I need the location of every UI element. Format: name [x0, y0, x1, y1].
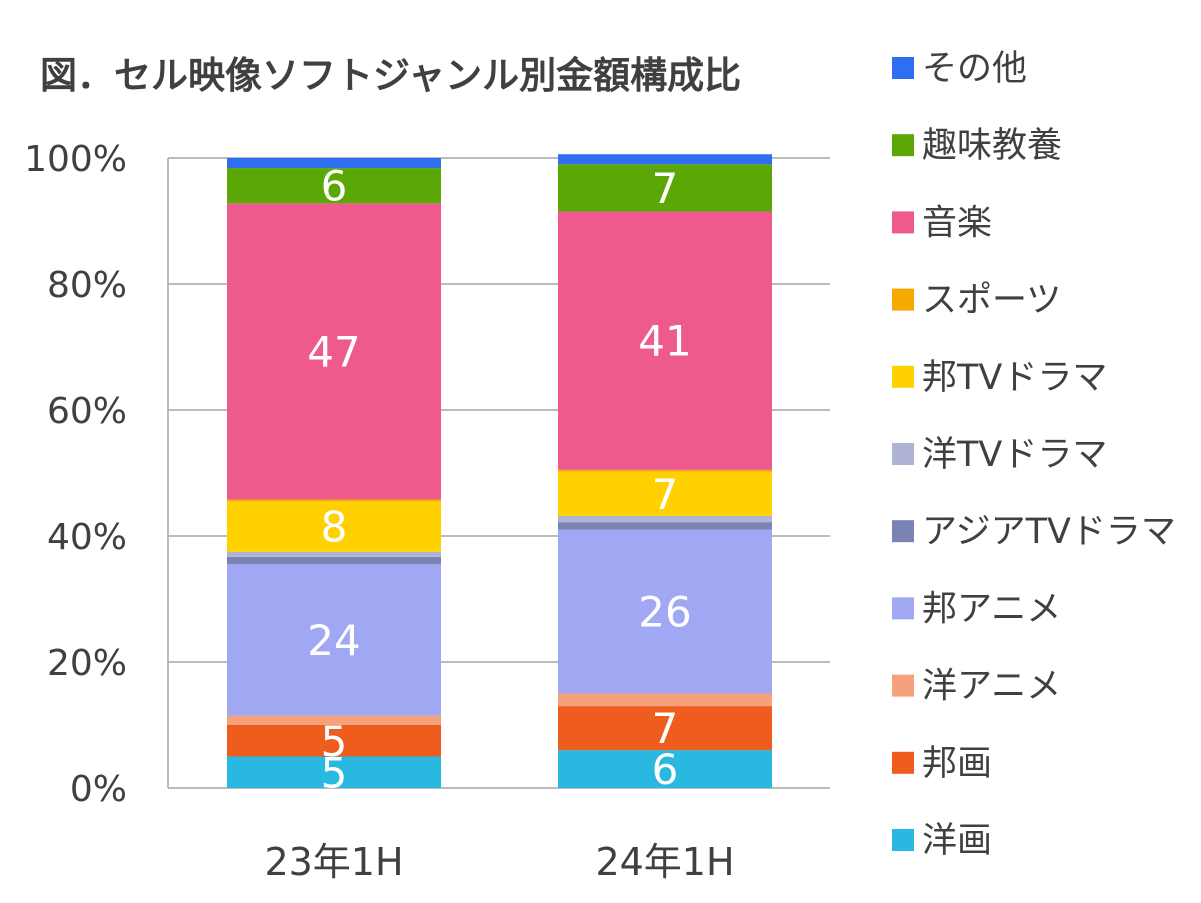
legend-swatch: [892, 597, 914, 620]
bar-segment: [558, 211, 772, 470]
bar-segment: [558, 693, 772, 707]
legend-label: 趣味教養: [922, 126, 1062, 166]
bar-segment: [227, 203, 441, 500]
y-tick-label: 20%: [47, 643, 127, 684]
y-tick-label: 80%: [47, 265, 127, 306]
bar-segment: [558, 706, 772, 751]
chart-title: 図．セル映像ソフトジャンル別金額構成比: [40, 54, 741, 97]
bar-segment: [227, 564, 441, 716]
legend-swatch: [892, 520, 914, 543]
bar-segment: [227, 725, 441, 757]
legend-label: その他: [922, 49, 1027, 89]
data-label: 7: [652, 164, 679, 213]
bar-segment: [227, 501, 441, 552]
bar-segment: [558, 164, 772, 212]
legend-label: アジアTVドラマ: [922, 512, 1176, 552]
data-label: 24: [307, 616, 360, 665]
legend-swatch: [892, 57, 914, 79]
legend-swatch: [892, 443, 914, 465]
legend-label: 洋TVドラマ: [922, 435, 1107, 475]
legend-swatch: [892, 674, 914, 697]
bar-segment: [227, 556, 441, 565]
legend-label: 邦画: [922, 744, 992, 784]
bar-segment: [558, 515, 772, 523]
y-tick-label: 0%: [70, 769, 127, 810]
bar-segment: [227, 756, 441, 788]
legend-swatch: [892, 829, 914, 851]
data-label: 7: [652, 470, 679, 519]
legend-label: スポーツ: [922, 281, 1061, 321]
bar-segment: [558, 529, 772, 694]
bar-segment: [558, 750, 772, 788]
y-axis-ticks: 0% 20% 40% 60% 80% 100%: [24, 139, 127, 810]
legend-label: 音楽: [922, 203, 992, 243]
legend-swatch: [892, 288, 914, 311]
data-label: 5: [321, 748, 348, 797]
data-label: 6: [652, 745, 679, 794]
bar-segment: [227, 715, 441, 725]
legend-label: 邦TVドラマ: [922, 358, 1107, 398]
y-tick-label: 100%: [24, 139, 127, 180]
bar-segment: [227, 551, 441, 557]
x-tick-label: 24年1H: [595, 840, 734, 884]
bar-segment: [558, 469, 772, 472]
bar-segment: [558, 471, 772, 516]
data-label: 6: [321, 162, 348, 211]
legend-swatch: [892, 134, 914, 157]
legend-label: 邦アニメ: [922, 589, 1061, 629]
y-tick-label: 60%: [47, 391, 127, 432]
bar-segment: [227, 158, 441, 169]
bar-segment: [227, 499, 441, 502]
bar-segment: [227, 168, 441, 204]
legend-swatch: [892, 365, 914, 388]
bars: [227, 154, 772, 788]
bar-segment: [558, 154, 772, 165]
legend-label: 洋画: [922, 821, 992, 861]
y-tick-label: 40%: [47, 517, 127, 558]
data-label: 41: [638, 317, 691, 366]
legend-swatch: [892, 751, 914, 774]
data-label: 47: [307, 327, 360, 376]
legend-swatch: [892, 211, 914, 234]
legend: その他趣味教養音楽スポーツ邦TVドラマ洋TVドラマアジアTVドラマ邦アニメ洋アニ…: [892, 49, 1176, 861]
data-label: 5: [321, 717, 348, 766]
legend-label: 洋アニメ: [922, 667, 1061, 707]
bar-segment: [558, 522, 772, 530]
data-label: 8: [321, 503, 348, 552]
data-label: 7: [652, 704, 679, 753]
x-axis-ticks: 23年1H 24年1H: [264, 840, 734, 884]
data-label: 26: [638, 588, 691, 637]
x-tick-label: 23年1H: [264, 840, 403, 884]
